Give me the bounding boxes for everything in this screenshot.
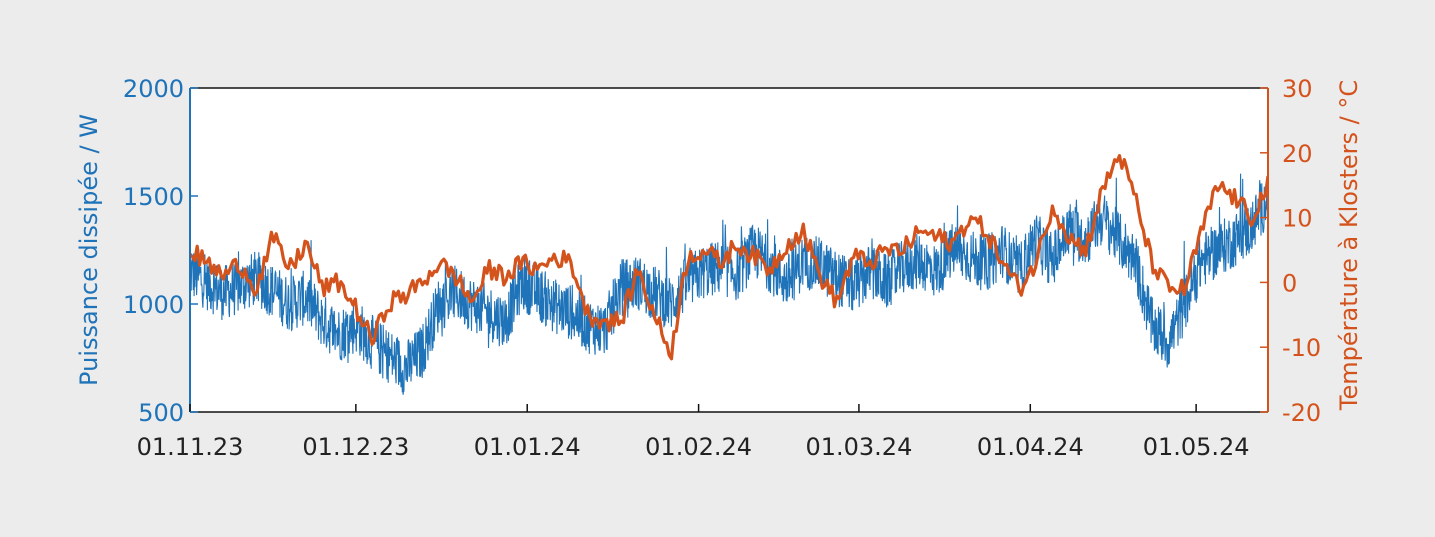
y-right-tick-label: 30 [1282,75,1313,103]
y-right-axis-title: Température à Klosters / °C [1335,80,1363,411]
y-left-tick-label: 1500 [123,183,184,211]
series-line-right [190,154,1268,361]
x-tick-label: 01.03.24 [805,433,912,461]
y-left-axis-title: Puissance dissipée / W [75,114,103,386]
y-right-tick-label: -10 [1282,334,1321,362]
x-tick-label: 01.11.23 [137,433,244,461]
y-right-tick-label: 10 [1282,205,1313,233]
y-left-tick-label: 1000 [123,291,184,319]
x-tick-label: 01.02.24 [645,433,752,461]
y-right-axis: -20 -10 0 10 20 30 [1260,75,1321,427]
y-left-tick-label: 2000 [123,75,184,103]
series-layer [190,154,1268,395]
y-left-tick-label: 500 [138,399,184,427]
x-tick-label: 01.04.24 [977,433,1084,461]
x-tick-label: 01.12.23 [302,433,409,461]
x-axis: 01.11.23 01.12.23 01.01.24 01.02.24 01.03.24… [137,404,1250,461]
x-tick-label: 01.01.24 [474,433,581,461]
y-right-tick-label: 20 [1282,140,1313,168]
y-right-tick-label: -20 [1282,399,1321,427]
y-right-tick-label: 0 [1282,269,1297,297]
x-tick-label: 01.05.24 [1143,433,1250,461]
y-left-axis: 500 1000 1500 2000 [123,75,198,427]
